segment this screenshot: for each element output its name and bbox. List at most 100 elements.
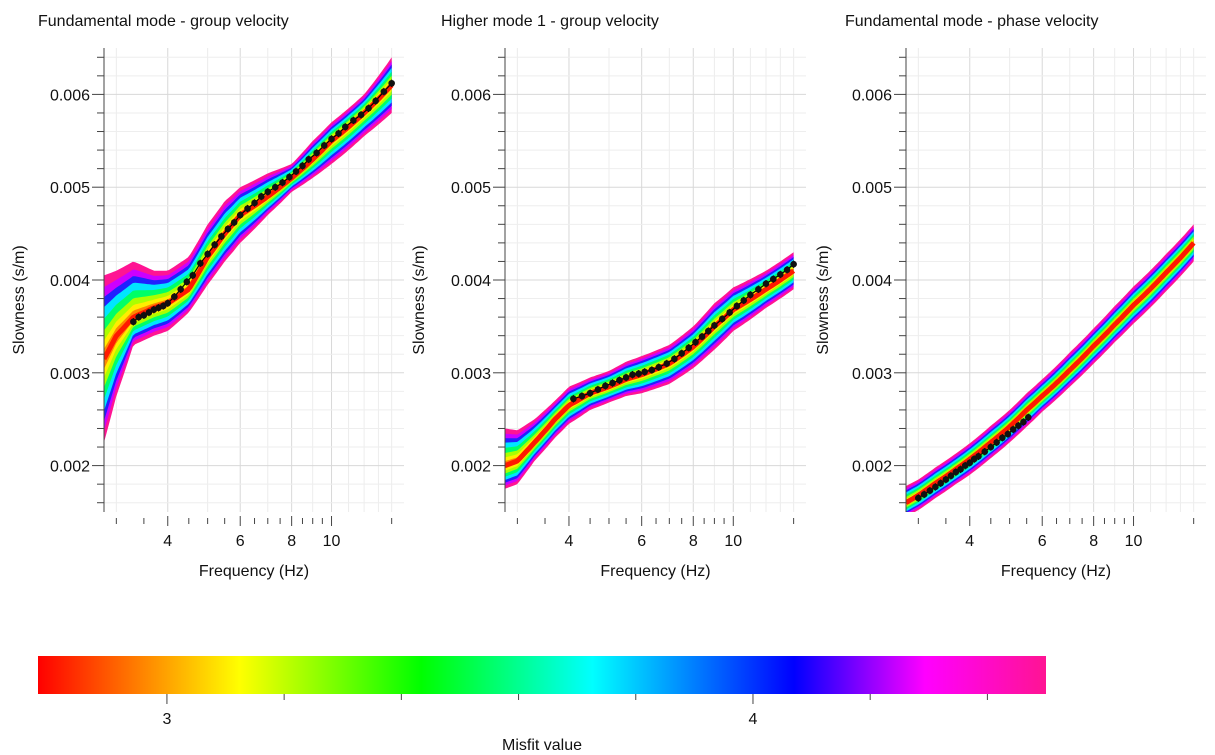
observed-point xyxy=(594,386,602,393)
x-tick-label: 10 xyxy=(724,533,742,550)
observed-point xyxy=(586,389,594,397)
x-axis-label: Frequency (Hz) xyxy=(1001,563,1111,580)
observed-point xyxy=(350,117,357,124)
observed-point xyxy=(762,280,770,288)
grid xyxy=(104,48,404,512)
y-tick-label: 0.003 xyxy=(852,366,892,383)
observed-point xyxy=(570,395,577,403)
y-tick-label: 0.003 xyxy=(451,366,491,383)
x-tick-label: 6 xyxy=(236,533,245,550)
observed-point xyxy=(286,173,293,181)
observed-point xyxy=(145,309,153,316)
observed-point xyxy=(790,260,797,268)
observed-point xyxy=(135,313,143,321)
panel-fundamental-phase: 0.002 0.003 0.004 0.005 0.006 4 6 8 10 Fundamenta… xyxy=(815,13,1206,580)
y-tick-label: 0.002 xyxy=(852,459,892,476)
observed-point xyxy=(140,311,148,319)
misfit-colorbar: 3 4 Misfit value xyxy=(38,656,1046,754)
observed-point xyxy=(171,293,178,301)
colorbar-tick-label: 4 xyxy=(749,711,758,728)
observed-point xyxy=(130,318,137,326)
observed-point xyxy=(975,453,982,460)
observed-point xyxy=(1009,426,1017,433)
observed-point xyxy=(648,366,656,374)
y-tick-label: 0.002 xyxy=(50,459,90,476)
x-tick-label: 8 xyxy=(287,533,296,550)
x-axis-label: Frequency (Hz) xyxy=(199,563,309,580)
observed-point xyxy=(1024,414,1032,421)
observed-point xyxy=(616,376,623,384)
observed-point xyxy=(320,142,328,149)
observed-point xyxy=(777,271,784,278)
observed-point xyxy=(685,344,693,352)
x-tick-label: 6 xyxy=(1038,533,1047,550)
colorbar-gradient-bar xyxy=(38,656,1046,694)
observed-point xyxy=(244,205,251,212)
observed-point xyxy=(698,333,706,340)
x-tick-label: 8 xyxy=(1089,533,1098,550)
y-tick-label: 0.004 xyxy=(451,273,491,290)
observed-point xyxy=(692,338,699,346)
observed-dispersion-curve xyxy=(915,413,1032,502)
axes: 0.002 0.003 0.004 0.005 0.006 4 6 8 10 xyxy=(50,48,393,550)
observed-point xyxy=(328,135,335,143)
y-tick-label: 0.005 xyxy=(852,180,892,197)
y-tick-label: 0.006 xyxy=(852,87,892,104)
y-tick-label: 0.003 xyxy=(50,366,90,383)
observed-point xyxy=(705,327,712,335)
observed-point xyxy=(966,459,974,467)
x-axis-label: Frequency (Hz) xyxy=(600,563,710,580)
observed-point xyxy=(183,278,191,286)
observed-point xyxy=(726,309,733,316)
observed-point xyxy=(211,241,218,249)
observed-point xyxy=(313,149,320,157)
observed-point xyxy=(915,494,922,502)
observed-point xyxy=(372,97,379,105)
observed-point xyxy=(177,285,184,293)
observed-point xyxy=(189,272,197,279)
y-tick-label: 0.002 xyxy=(451,459,491,476)
colorbar-tick-label: 3 xyxy=(162,711,171,728)
y-tick-label: 0.005 xyxy=(451,180,491,197)
observed-point xyxy=(257,193,265,200)
observed-point xyxy=(629,371,636,378)
grid xyxy=(505,48,806,512)
observed-point xyxy=(987,443,995,451)
observed-point xyxy=(388,79,395,87)
observed-point xyxy=(783,266,791,274)
observed-point xyxy=(230,219,238,226)
y-axis-label: Slowness (s/m) xyxy=(411,245,428,354)
observed-dispersion-curve xyxy=(570,260,797,403)
observed-point xyxy=(609,379,616,387)
observed-point xyxy=(305,156,312,163)
observed-point xyxy=(937,479,945,487)
observed-point xyxy=(357,111,365,119)
observed-point xyxy=(733,302,741,310)
observed-point xyxy=(981,448,989,455)
axes: 0.002 0.003 0.004 0.005 0.006 4 6 8 10 xyxy=(451,48,795,550)
misfit-band-2 xyxy=(906,229,1194,512)
x-tick-label: 10 xyxy=(1125,533,1143,550)
observed-point xyxy=(335,130,342,137)
observed-point xyxy=(578,392,586,400)
y-tick-label: 0.006 xyxy=(50,87,90,104)
observed-point xyxy=(635,370,642,378)
observed-point xyxy=(755,285,762,293)
observed-point xyxy=(655,363,663,371)
x-tick-label: 6 xyxy=(637,533,646,550)
observed-point xyxy=(602,382,609,390)
observed-point xyxy=(341,123,349,131)
observed-dispersion-curve xyxy=(130,79,395,326)
observed-point xyxy=(711,322,718,329)
observed-point xyxy=(993,439,1000,446)
observed-point xyxy=(271,183,279,191)
panel-title: Fundamental mode - phase velocity xyxy=(845,13,1098,30)
y-axis-label: Slowness (s/m) xyxy=(815,245,832,354)
observed-point xyxy=(251,199,258,207)
observed-point xyxy=(224,225,232,233)
observed-point xyxy=(740,297,748,304)
observed-point xyxy=(1020,418,1027,426)
x-tick-label: 10 xyxy=(323,533,341,550)
panel-title: Fundamental mode - group velocity xyxy=(38,13,289,30)
y-tick-label: 0.004 xyxy=(852,273,892,290)
